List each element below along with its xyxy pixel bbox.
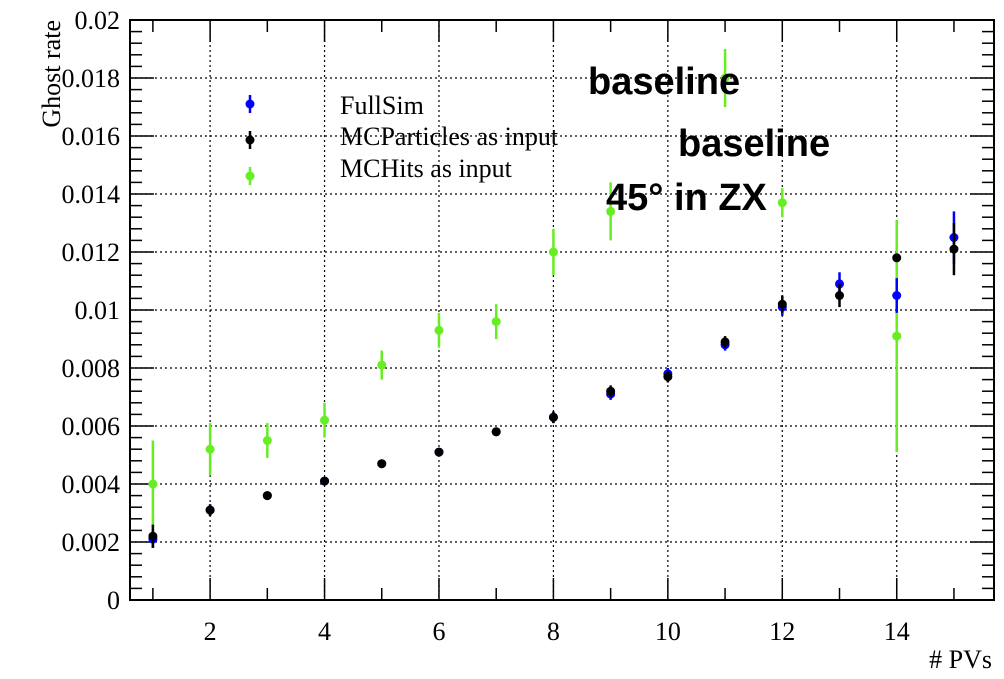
legend-marker — [245, 99, 255, 109]
axis-ticks — [130, 19, 994, 601]
data-point — [606, 206, 616, 216]
y-tick-label: 0.018 — [62, 64, 121, 93]
data-point — [320, 415, 330, 425]
y-axis-title: Ghost rate — [37, 20, 66, 128]
legend-marker — [245, 135, 255, 145]
data-point — [663, 372, 673, 382]
data-point — [205, 444, 215, 454]
x-axis-title: # PVs — [929, 645, 992, 674]
x-tick-label: 10 — [655, 617, 681, 646]
annotation-baseline-2: baseline — [678, 123, 830, 165]
y-tick-label: 0.008 — [62, 354, 121, 383]
data-point — [491, 427, 501, 437]
y-tick-labels: 0 0.002 0.004 0.006 0.008 0.01 0.012 0.014 0.016… — [62, 6, 121, 615]
x-tick-label: 6 — [432, 617, 445, 646]
y-tick-label: 0.016 — [62, 122, 121, 151]
legend-label-fullsim: FullSim — [340, 91, 424, 120]
data-point — [434, 325, 444, 335]
y-tick-label: 0.012 — [62, 238, 121, 267]
x-tick-labels: 2 4 6 8 10 12 14 — [204, 617, 910, 646]
data-point — [892, 331, 902, 341]
x-tick-label: 8 — [547, 617, 560, 646]
data-point — [606, 386, 616, 396]
data-point — [262, 436, 272, 445]
grid-lines — [130, 20, 994, 600]
y-tick-label: 0.014 — [62, 180, 121, 209]
data-point — [491, 317, 501, 327]
data-points — [148, 49, 959, 548]
legend-label-mchits: MCHits as input — [340, 154, 513, 183]
x-tick-label: 12 — [769, 617, 795, 646]
x-tick-label: 14 — [884, 617, 910, 646]
y-tick-label: 0 — [107, 586, 120, 615]
legend-marker — [245, 171, 255, 181]
data-point — [892, 253, 902, 263]
data-point — [377, 360, 387, 370]
y-tick-label: 0.006 — [62, 412, 121, 441]
annotation-45-in-zx: 45° in ZX — [606, 177, 768, 219]
y-tick-label: 0.002 — [62, 528, 121, 557]
data-point — [148, 531, 158, 541]
y-tick-label: 0.004 — [62, 470, 121, 499]
data-point — [148, 479, 158, 489]
data-point — [377, 459, 387, 469]
data-point — [720, 337, 730, 347]
data-point — [262, 491, 272, 501]
data-point — [548, 412, 558, 422]
data-point — [720, 73, 730, 83]
data-point — [548, 247, 558, 257]
legend-label-mcparticles: MCParticles as input — [340, 122, 559, 151]
data-point — [892, 291, 902, 300]
annotation-baseline-1: baseline — [588, 61, 740, 103]
y-tick-label: 0.01 — [75, 296, 121, 325]
data-point — [949, 244, 959, 254]
data-point — [434, 447, 444, 457]
data-point — [205, 505, 215, 515]
data-point — [777, 198, 787, 208]
data-point — [835, 291, 845, 300]
y-tick-label: 0.02 — [75, 6, 121, 35]
data-point — [320, 476, 330, 486]
legend-markers — [245, 95, 255, 185]
x-tick-label: 4 — [318, 617, 331, 646]
data-point — [777, 299, 787, 309]
legend: FullSim MCParticles as input MCHits as i… — [245, 91, 559, 185]
x-tick-label: 2 — [204, 617, 217, 646]
